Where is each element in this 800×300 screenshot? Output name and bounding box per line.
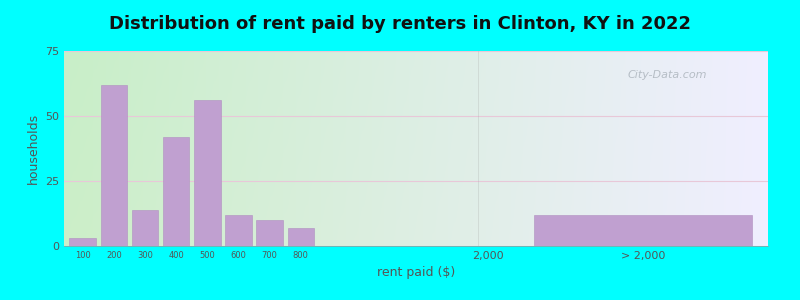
Y-axis label: households: households xyxy=(26,113,39,184)
Bar xyxy=(194,100,221,246)
Bar xyxy=(226,215,252,246)
Bar xyxy=(101,85,127,246)
Text: City-Data.com: City-Data.com xyxy=(627,70,706,80)
X-axis label: rent paid ($): rent paid ($) xyxy=(377,266,455,279)
Bar xyxy=(287,228,314,246)
Text: Distribution of rent paid by renters in Clinton, KY in 2022: Distribution of rent paid by renters in … xyxy=(109,15,691,33)
Bar xyxy=(534,215,753,246)
Bar xyxy=(132,210,158,246)
Bar xyxy=(256,220,283,246)
Bar xyxy=(163,137,190,246)
Bar xyxy=(70,238,96,246)
